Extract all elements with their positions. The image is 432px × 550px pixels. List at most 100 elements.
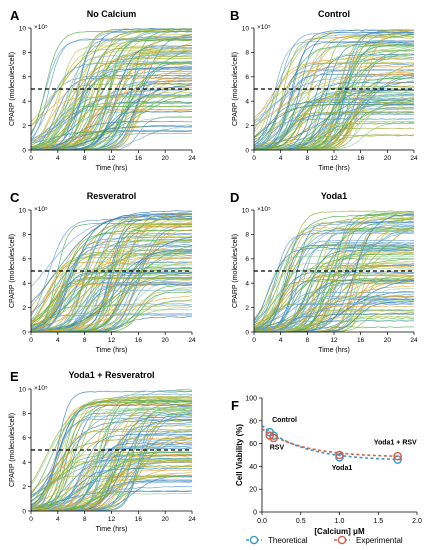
trajectories — [253, 29, 415, 151]
trajectory-line — [253, 39, 415, 148]
trajectory-line — [30, 232, 192, 331]
trajectory-line — [30, 272, 193, 332]
axis-multiplier: ×10⁵ — [34, 385, 48, 392]
trajectory-line — [31, 222, 193, 333]
trajectory-line — [254, 91, 415, 151]
panel-label: A — [10, 8, 20, 23]
trajectory-line — [253, 230, 415, 332]
trajectory-line — [253, 118, 415, 149]
trajectory-line — [30, 457, 193, 510]
x-axis-label: Time (hrs) — [318, 165, 350, 172]
x-tick-label: 16 — [357, 155, 365, 162]
y-axis-label: Cell Viability (%) — [235, 424, 244, 486]
trajectory-line — [30, 401, 193, 512]
trajectory-line — [253, 69, 415, 150]
y-tick-label: 6 — [22, 256, 26, 263]
x-tick-label: 1.5 — [373, 518, 383, 525]
axis-multiplier: ×10⁵ — [34, 206, 48, 213]
x-tick-label: 0.0 — [257, 518, 267, 525]
y-tick-label: 0 — [22, 508, 26, 515]
trajectory-line — [30, 225, 193, 332]
trajectory-line — [30, 414, 193, 502]
annotation-label: Control — [272, 417, 297, 424]
x-axis-label: Time (hrs) — [318, 347, 350, 354]
trajectory-line — [30, 404, 192, 506]
y-axis-label: CPARP (molecules/cell) — [232, 234, 239, 308]
trajectory-line — [30, 245, 193, 332]
trajectory-line — [253, 230, 415, 332]
trajectory-line — [30, 459, 193, 511]
trajectory-line — [30, 213, 193, 333]
panel-label: D — [230, 190, 239, 205]
trajectory-line — [30, 37, 193, 150]
trajectory-line — [30, 469, 193, 512]
x-tick-label: 0 — [29, 516, 33, 523]
y-axis-label: CPARP (molecules/cell) — [232, 52, 239, 126]
trajectory-line — [30, 399, 193, 494]
x-tick-label: 8 — [83, 516, 87, 523]
trajectory-line — [30, 89, 193, 140]
x-tick-label: 12 — [330, 337, 338, 344]
trajectory-line — [30, 396, 193, 506]
y-tick-label: 2 — [22, 305, 26, 312]
x-tick-label: 20 — [162, 155, 170, 162]
trajectory-line — [30, 412, 193, 512]
x-axis-label: Time (hrs) — [96, 526, 128, 533]
trajectory-line — [253, 58, 415, 122]
trajectory-line — [30, 274, 193, 323]
trajectory-line — [253, 229, 415, 333]
x-tick-label: 8 — [83, 155, 87, 162]
trajectory-line — [30, 492, 193, 512]
trajectory-line — [253, 48, 415, 150]
trajectory-line — [30, 239, 193, 327]
trajectory-line — [253, 49, 415, 143]
panel-f: F 0.0 0.5 1.0 1.5 2.0 0 20 40 60 80 100 [Calcium] μM… — [231, 396, 422, 546]
y-tick-label: 2 — [245, 305, 249, 312]
trajectory-line — [31, 467, 193, 511]
y-tick-label: 6 — [245, 74, 249, 81]
trajectory-line — [30, 245, 193, 331]
trajectory-line — [30, 49, 193, 149]
trajectory-line — [30, 438, 193, 495]
fit-line — [261, 424, 402, 461]
trajectory-line — [253, 305, 415, 333]
trajectory-line — [30, 29, 193, 149]
y-tick-label: 10 — [19, 207, 27, 214]
trajectory-line — [30, 96, 193, 146]
x-tick-label: 12 — [108, 337, 116, 344]
trajectory-line — [30, 244, 193, 332]
x-tick-label: 24 — [188, 155, 196, 162]
y-tick-label: 8 — [245, 232, 249, 239]
trajectory-line — [31, 80, 193, 151]
y-tick-label: 2 — [22, 484, 26, 491]
legend-marker — [249, 535, 259, 545]
trajectory-line — [30, 407, 193, 486]
trajectory-line — [30, 475, 193, 508]
panel-label: B — [230, 8, 239, 23]
y-tick-label: 4 — [245, 99, 249, 106]
x-axis-label: Time (hrs) — [96, 165, 128, 172]
plot-title: Yoda1 + Resveratrol — [68, 370, 154, 380]
trajectory-line — [30, 305, 193, 328]
trajectory-line — [30, 55, 193, 142]
trajectory-line — [30, 437, 192, 492]
x-tick-label: 4 — [56, 337, 60, 344]
trajectory-line — [30, 420, 193, 498]
plot-title: Yoda1 — [321, 191, 347, 201]
x-tick-label: 16 — [135, 337, 143, 344]
trajectory-line — [30, 105, 192, 149]
trajectory-line — [253, 247, 415, 322]
trajectory-line — [30, 406, 192, 498]
trajectory-line — [30, 61, 193, 149]
plot-title: No Calcium — [87, 9, 137, 19]
trajectory-line — [30, 77, 193, 151]
panel-label: C — [10, 190, 20, 205]
trajectory-line — [253, 120, 414, 151]
trajectory-line — [253, 217, 415, 332]
trajectory-line — [30, 476, 193, 511]
trajectory-line — [30, 262, 193, 328]
y-tick-label: 80 — [249, 418, 257, 425]
